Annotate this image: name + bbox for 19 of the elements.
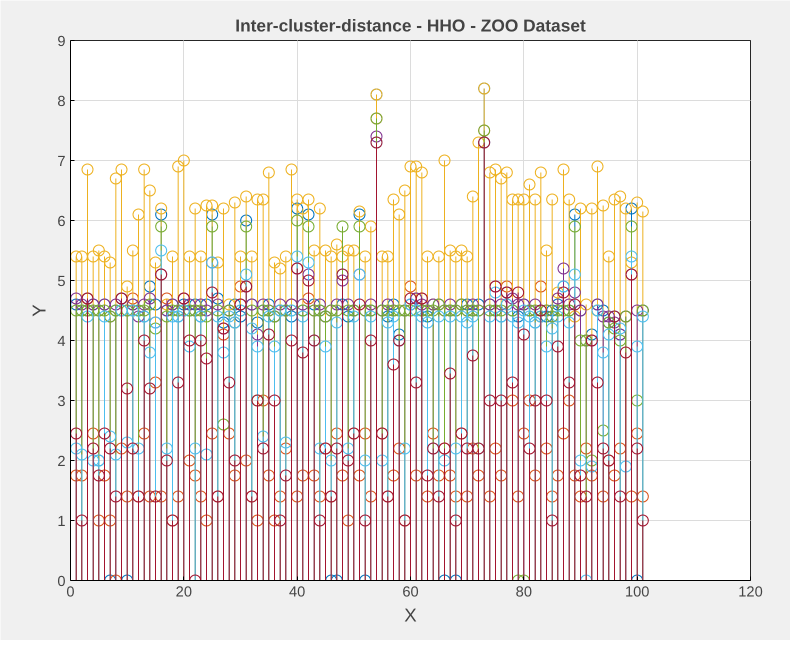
y-tick-label: 0 [57, 574, 66, 590]
y-tick-label: 4 [57, 334, 66, 350]
y-tick-label: 3 [57, 394, 66, 410]
x-tick-label: 20 [176, 584, 192, 600]
x-tick-label: 40 [289, 584, 306, 600]
y-tick-label: 2 [57, 454, 66, 470]
y-tick-label: 9 [57, 34, 66, 50]
y-tick-label: 7 [57, 154, 66, 170]
chart-title: Inter-cluster-distance - HHO - ZOO Dataset [235, 16, 586, 36]
x-tick-label: 120 [738, 584, 763, 600]
y-axis-title: Y [28, 304, 50, 317]
y-tick-label: 5 [57, 274, 66, 290]
x-axis-title: X [404, 604, 418, 626]
x-tick-label: 100 [624, 584, 650, 600]
y-tick-label: 1 [57, 514, 66, 530]
y-tick-label: 8 [57, 94, 66, 110]
x-tick-label: 80 [516, 584, 532, 600]
x-tick-label: 60 [402, 584, 419, 600]
y-tick-label: 6 [57, 214, 66, 230]
